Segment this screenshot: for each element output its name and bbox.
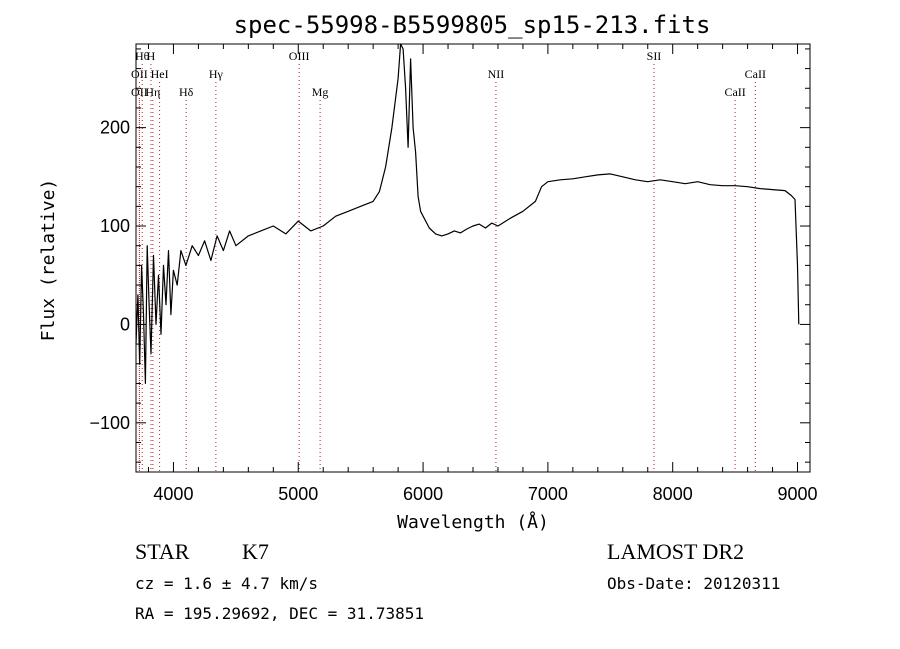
spectral-line-label: CaII bbox=[745, 67, 766, 81]
spectral-line-label: CaII bbox=[724, 85, 745, 99]
spectral-line-label: NII bbox=[488, 67, 505, 81]
y-tick-label: 0 bbox=[120, 314, 130, 334]
spectral-line-label: OIII bbox=[289, 49, 310, 63]
x-axis-ticks: 4000 5000 6000 7000 8000 9000 bbox=[147, 44, 818, 504]
spectrum-line bbox=[135, 43, 800, 384]
y-tick-label: −100 bbox=[89, 413, 130, 433]
x-tick-label: 5000 bbox=[278, 484, 318, 504]
spectral-line-label: HeI bbox=[151, 67, 169, 81]
spectral-line-label: OII bbox=[131, 85, 148, 99]
spectral-line-label: Hγ bbox=[209, 67, 224, 81]
y-tick-label: 100 bbox=[100, 216, 130, 236]
redshift-info: cz = 1.6 ± 4.7 km/s bbox=[135, 574, 318, 593]
plot-frame bbox=[135, 43, 811, 473]
spectral-line-label: Hθ bbox=[135, 49, 150, 63]
object-class: STAR bbox=[135, 539, 190, 564]
object-subclass: K7 bbox=[242, 539, 269, 564]
observation-date: Obs-Date: 20120311 bbox=[607, 574, 780, 593]
x-axis-label: Wavelength (Å) bbox=[397, 511, 549, 533]
chart-title: spec-55998-B5599805_sp15-213.fits bbox=[234, 11, 711, 39]
coordinates-info: RA = 195.29692, DEC = 31.73851 bbox=[135, 604, 424, 623]
x-tick-label: 8000 bbox=[653, 484, 693, 504]
x-tick-label: 4000 bbox=[153, 484, 193, 504]
y-tick-label: 200 bbox=[100, 118, 130, 138]
survey-name: LAMOST DR2 bbox=[607, 539, 744, 564]
spectral-line-label: OII bbox=[131, 67, 148, 81]
x-tick-label: 6000 bbox=[403, 484, 443, 504]
y-axis-ticks: −100 0 100 200 bbox=[89, 48, 810, 463]
spectrum-series bbox=[135, 43, 800, 384]
x-tick-label: 9000 bbox=[777, 484, 817, 504]
spectral-line-label: SII bbox=[647, 49, 662, 63]
spectral-line-label: H bbox=[147, 49, 156, 63]
y-axis-label: Flux (relative) bbox=[38, 179, 59, 342]
spectral-line-label: Hδ bbox=[179, 85, 194, 99]
spectral-line-label: Mg bbox=[312, 85, 329, 99]
spectral-line-label: Hη bbox=[145, 85, 160, 99]
x-tick-label: 7000 bbox=[528, 484, 568, 504]
